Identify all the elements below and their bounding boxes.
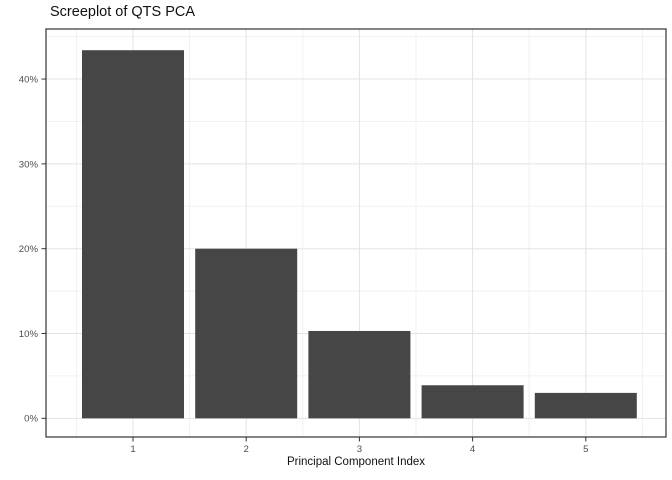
x-tick-label: 5 — [583, 444, 588, 455]
x-tick-label: 2 — [244, 444, 249, 455]
bar-pc5 — [534, 392, 637, 419]
x-axis-title: Principal Component Index — [286, 456, 426, 468]
x-tick-label: 4 — [470, 444, 476, 455]
x-tick-label: 3 — [357, 444, 362, 455]
y-tick-label: 30% — [19, 159, 39, 170]
y-tick-label: 40% — [19, 74, 39, 85]
chart-title: Screeplot of QTS PCA — [50, 4, 196, 20]
bar-pc4 — [421, 385, 524, 419]
y-tick-label: 10% — [19, 329, 39, 340]
bar-pc2 — [195, 248, 298, 419]
bar-pc3 — [308, 330, 411, 419]
y-tick-label: 20% — [19, 244, 39, 255]
y-tick-label: 0% — [24, 414, 38, 425]
x-tick-label: 1 — [130, 444, 135, 455]
bar-pc1 — [82, 50, 184, 419]
panel-border — [45, 28, 667, 438]
